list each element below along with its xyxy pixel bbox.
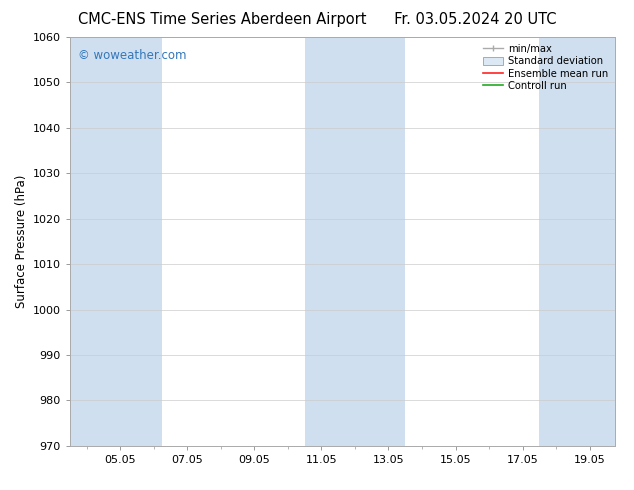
Text: CMC-ENS Time Series Aberdeen Airport      Fr. 03.05.2024 20 UTC: CMC-ENS Time Series Aberdeen Airport Fr.… bbox=[78, 12, 556, 27]
Legend: min/max, Standard deviation, Ensemble mean run, Controll run: min/max, Standard deviation, Ensemble me… bbox=[481, 42, 610, 93]
Bar bbox=[540, 37, 615, 446]
Y-axis label: Surface Pressure (hPa): Surface Pressure (hPa) bbox=[15, 174, 29, 308]
Text: © woweather.com: © woweather.com bbox=[78, 49, 186, 62]
Bar bbox=[70, 37, 162, 446]
Bar bbox=[304, 37, 405, 446]
